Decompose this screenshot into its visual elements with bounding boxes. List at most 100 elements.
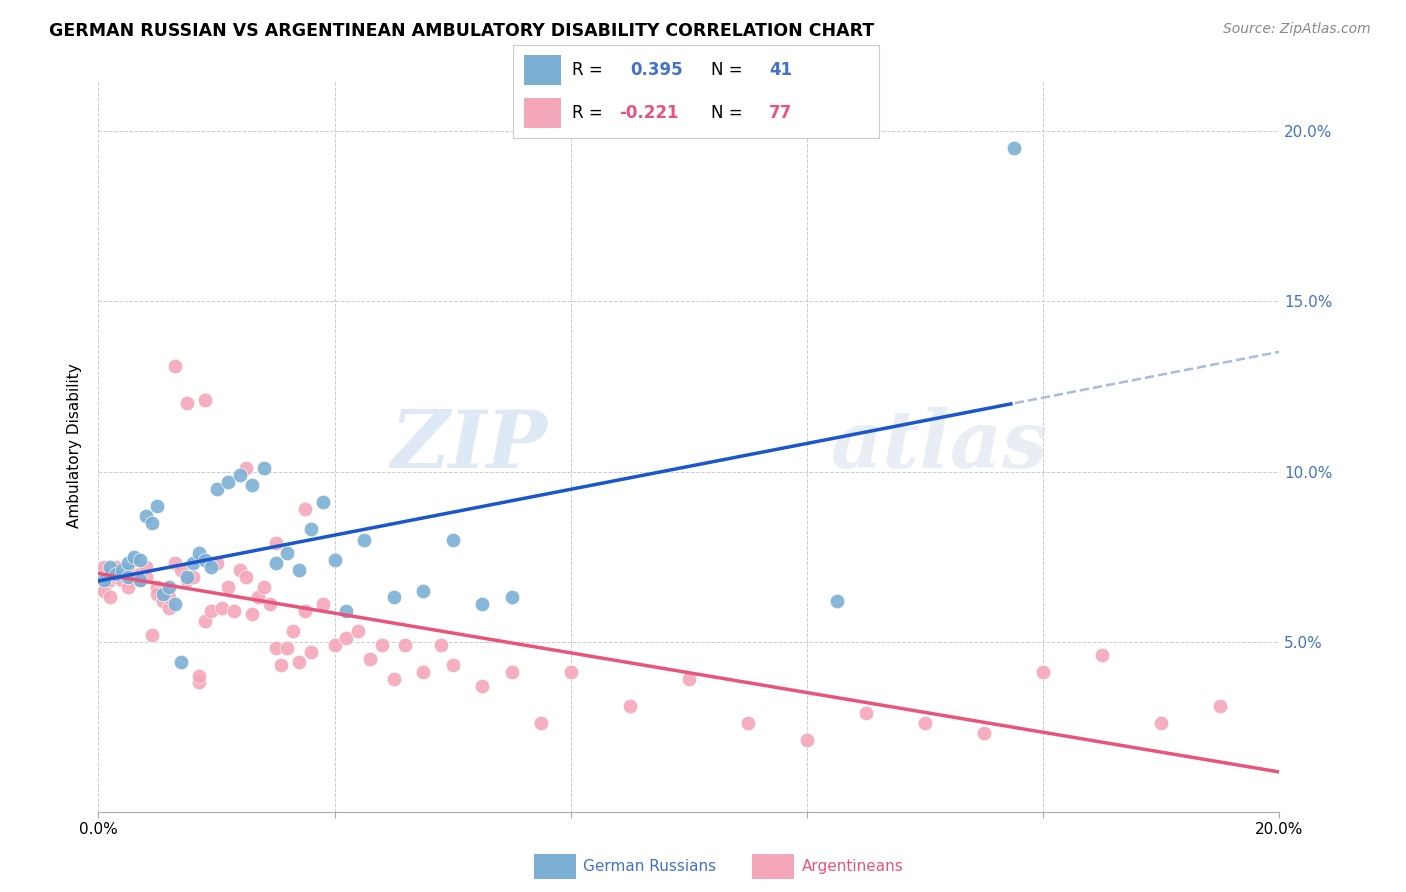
Point xyxy=(105,570,128,584)
Point xyxy=(412,665,434,680)
Bar xyxy=(524,98,561,128)
Point xyxy=(157,600,180,615)
Point xyxy=(430,638,453,652)
Point xyxy=(678,672,700,686)
Point xyxy=(146,580,169,594)
Point xyxy=(229,563,252,577)
Point xyxy=(111,563,134,577)
Point xyxy=(211,600,233,615)
Point xyxy=(122,549,145,564)
Point xyxy=(501,665,523,680)
Point xyxy=(796,733,818,747)
Point xyxy=(194,393,217,408)
Point xyxy=(165,359,187,373)
Point xyxy=(205,482,228,496)
Text: N =: N = xyxy=(710,61,748,78)
Text: German Russians: German Russians xyxy=(583,859,717,873)
Point xyxy=(283,624,305,639)
Point xyxy=(299,645,322,659)
Point xyxy=(264,557,287,571)
Text: 0.395: 0.395 xyxy=(630,61,683,78)
Point xyxy=(135,570,157,584)
Point xyxy=(194,614,217,628)
Point xyxy=(105,566,128,581)
Point xyxy=(117,580,139,594)
Point xyxy=(98,574,121,588)
Point xyxy=(229,467,252,482)
Bar xyxy=(524,55,561,85)
Point xyxy=(501,591,523,605)
Point xyxy=(170,563,193,577)
Point xyxy=(98,559,121,574)
Text: Source: ZipAtlas.com: Source: ZipAtlas.com xyxy=(1223,22,1371,37)
Text: -0.221: -0.221 xyxy=(619,104,679,122)
Point xyxy=(471,597,494,611)
Point xyxy=(111,574,134,588)
Point xyxy=(98,591,121,605)
Point xyxy=(394,638,416,652)
Point xyxy=(1209,699,1232,714)
Point xyxy=(128,553,150,567)
Point xyxy=(560,665,582,680)
Point xyxy=(353,533,375,547)
Point xyxy=(288,655,311,669)
Point xyxy=(205,557,228,571)
Text: 77: 77 xyxy=(769,104,793,122)
Point xyxy=(117,570,139,584)
Point xyxy=(294,502,316,516)
Point xyxy=(217,475,239,489)
Point xyxy=(323,553,346,567)
Point xyxy=(253,580,276,594)
Point xyxy=(737,716,759,731)
Point xyxy=(157,580,180,594)
Point xyxy=(176,574,198,588)
Point xyxy=(157,591,180,605)
Point xyxy=(825,594,848,608)
Text: 41: 41 xyxy=(769,61,792,78)
Point xyxy=(165,557,187,571)
Point xyxy=(200,559,222,574)
Point xyxy=(187,668,209,682)
Point xyxy=(128,574,150,588)
Point xyxy=(1032,665,1054,680)
Point xyxy=(288,563,311,577)
Point xyxy=(117,557,139,571)
Point xyxy=(312,597,335,611)
Point xyxy=(359,651,381,665)
Point xyxy=(93,583,115,598)
Point xyxy=(135,559,157,574)
Point xyxy=(146,587,169,601)
Point xyxy=(619,699,641,714)
Text: N =: N = xyxy=(710,104,748,122)
Point xyxy=(382,672,405,686)
Point xyxy=(323,638,346,652)
Text: R =: R = xyxy=(572,61,607,78)
Point xyxy=(1091,648,1114,663)
Point xyxy=(122,553,145,567)
Point xyxy=(914,716,936,731)
Point xyxy=(141,628,163,642)
Point xyxy=(105,559,128,574)
Text: R =: R = xyxy=(572,104,607,122)
Point xyxy=(973,726,995,740)
Point xyxy=(200,604,222,618)
Point xyxy=(181,557,204,571)
Point xyxy=(165,597,187,611)
Point xyxy=(1002,141,1025,155)
Point xyxy=(471,679,494,693)
Text: ZIP: ZIP xyxy=(391,408,547,484)
Point xyxy=(152,594,174,608)
Point xyxy=(240,478,263,492)
Point xyxy=(270,658,292,673)
Point xyxy=(441,533,464,547)
Point xyxy=(294,604,316,618)
Point xyxy=(235,461,257,475)
Point xyxy=(312,495,335,509)
Text: Argentineans: Argentineans xyxy=(801,859,903,873)
Point xyxy=(371,638,394,652)
Point xyxy=(240,607,263,622)
Point xyxy=(117,563,139,577)
Point xyxy=(382,591,405,605)
Text: GERMAN RUSSIAN VS ARGENTINEAN AMBULATORY DISABILITY CORRELATION CHART: GERMAN RUSSIAN VS ARGENTINEAN AMBULATORY… xyxy=(49,22,875,40)
Point xyxy=(176,570,198,584)
